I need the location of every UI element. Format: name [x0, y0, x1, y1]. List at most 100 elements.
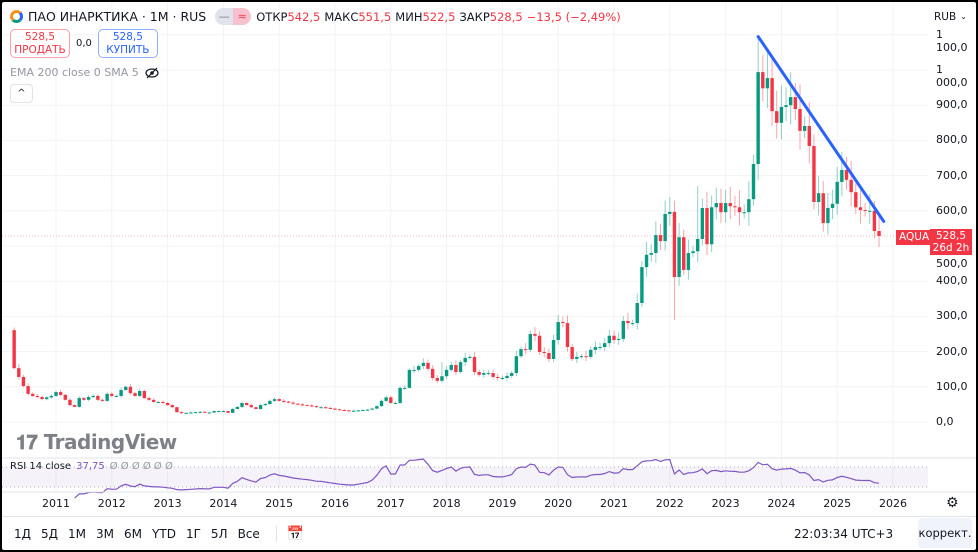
settings-gear-icon[interactable]: ⚙ — [946, 495, 959, 511]
candle-body — [784, 105, 788, 107]
range-1d[interactable]: 1Д — [14, 526, 32, 541]
rsi-legend[interactable]: RSI 14 close 37,75 Ø Ø Ø Ø Ø Ø — [10, 461, 173, 472]
candle-body — [319, 407, 323, 409]
candle-body — [728, 203, 732, 207]
candle-body — [375, 406, 379, 409]
candle-body — [389, 397, 393, 403]
candle-body — [351, 410, 356, 412]
candle-body — [761, 72, 765, 89]
clock-timezone[interactable]: 22:03:34 UTC+3 — [794, 527, 894, 541]
candle-body — [868, 210, 872, 212]
symbol-header: ПАО ИНАРКТИКА · 1М · RUS — ≈ ОТКР542,5 М… — [10, 8, 621, 25]
candle-body — [584, 356, 588, 358]
candle-body — [742, 212, 746, 214]
sell-button[interactable]: 528,5 ПРОДАТЬ — [10, 29, 70, 58]
go-to-date-calendar-icon[interactable]: 📅 — [275, 525, 304, 542]
candle-body — [477, 372, 481, 375]
chevron-down-icon: ⌄ — [960, 12, 967, 21]
range-5d[interactable]: 5Д — [41, 526, 59, 541]
candle-body — [700, 207, 705, 239]
range-6m[interactable]: 6М — [124, 526, 143, 541]
candle-body — [877, 231, 881, 236]
candle-body — [100, 399, 105, 401]
candle-body — [654, 235, 658, 254]
candle-body — [733, 206, 737, 208]
range-ytd[interactable]: YTD — [152, 526, 176, 541]
candle-body — [82, 398, 86, 400]
candle-body — [221, 411, 226, 413]
time-tick: 2021 — [600, 497, 628, 510]
candle-body — [105, 393, 109, 401]
eye-hidden-icon[interactable] — [145, 67, 159, 79]
candle-body — [17, 368, 21, 377]
candle-body — [286, 401, 291, 403]
range-1m[interactable]: 1М — [68, 526, 87, 541]
range-3m[interactable]: 3М — [96, 526, 115, 541]
open-label: ОТКР — [256, 9, 288, 24]
range-all[interactable]: Все — [237, 526, 260, 541]
candle-body — [151, 399, 156, 402]
candle-body — [124, 386, 128, 390]
candle-body — [496, 376, 500, 378]
range-5y[interactable]: 5Л — [210, 526, 228, 541]
collapse-legend-button[interactable]: ^ — [10, 84, 33, 103]
candle-body — [384, 397, 388, 401]
candle-body — [603, 343, 607, 348]
candle-body — [403, 387, 407, 389]
candle-body — [547, 353, 551, 359]
range-1y[interactable]: 1Г — [185, 526, 201, 541]
candle-body — [45, 397, 49, 400]
time-tick: 2024 — [767, 497, 796, 510]
candle-body — [663, 213, 667, 242]
candle-body — [593, 347, 598, 350]
price-tick: 600,0 — [936, 203, 968, 217]
last-price-value: 528,5 — [935, 230, 967, 242]
candle-body — [249, 405, 253, 408]
candle-body — [770, 78, 774, 112]
candle-body — [203, 411, 207, 413]
sell-price: 528,5 — [24, 31, 56, 43]
candle-body — [231, 408, 235, 413]
indicator-legend[interactable]: EMA 200 close 0 SMA 5 — [10, 66, 159, 79]
candle-body — [821, 193, 825, 224]
candle-body — [500, 378, 505, 379]
candle-body — [12, 330, 16, 369]
candle-body — [523, 349, 528, 351]
candle-body — [258, 405, 263, 409]
candle-body — [133, 393, 137, 396]
candle-body — [291, 402, 295, 404]
time-tick: 2018 — [432, 497, 461, 510]
candle-body — [589, 349, 593, 357]
candle-body — [63, 394, 67, 400]
rsi-line — [74, 458, 880, 499]
watermark-text: TradingView — [43, 430, 178, 454]
candle-body — [756, 72, 760, 164]
candle-body — [282, 400, 286, 402]
candle-body — [86, 397, 91, 400]
candle-body — [626, 320, 630, 324]
candle-body — [714, 203, 718, 208]
candle-body — [114, 395, 119, 397]
symbol-title[interactable]: ПАО ИНАРКТИКА · 1М · RUS — [28, 9, 207, 24]
candle-body — [863, 210, 867, 212]
candle-body — [138, 391, 142, 396]
candle-body — [514, 356, 519, 374]
price-chart[interactable] — [2, 2, 976, 516]
candle-body — [835, 181, 839, 204]
candle-body — [858, 207, 863, 211]
market-status-badge[interactable]: — — [215, 8, 234, 25]
candle-body — [775, 111, 779, 123]
currency-dropdown[interactable]: RUB ⌄ — [930, 7, 970, 26]
price-tick: 500,0 — [936, 257, 968, 270]
delayed-data-badge[interactable]: ≈ — [233, 8, 252, 25]
candle-body — [458, 362, 463, 373]
candle-body — [816, 193, 821, 202]
candle-body — [537, 335, 542, 352]
candle-body — [812, 146, 816, 202]
adjust-button[interactable]: коррект. — [918, 518, 972, 548]
buy-button[interactable]: 528,5 КУПИТЬ — [97, 29, 158, 58]
candle-body — [430, 368, 435, 378]
candle-body — [142, 391, 147, 399]
candle-body — [849, 179, 853, 193]
candle-body — [235, 406, 240, 409]
